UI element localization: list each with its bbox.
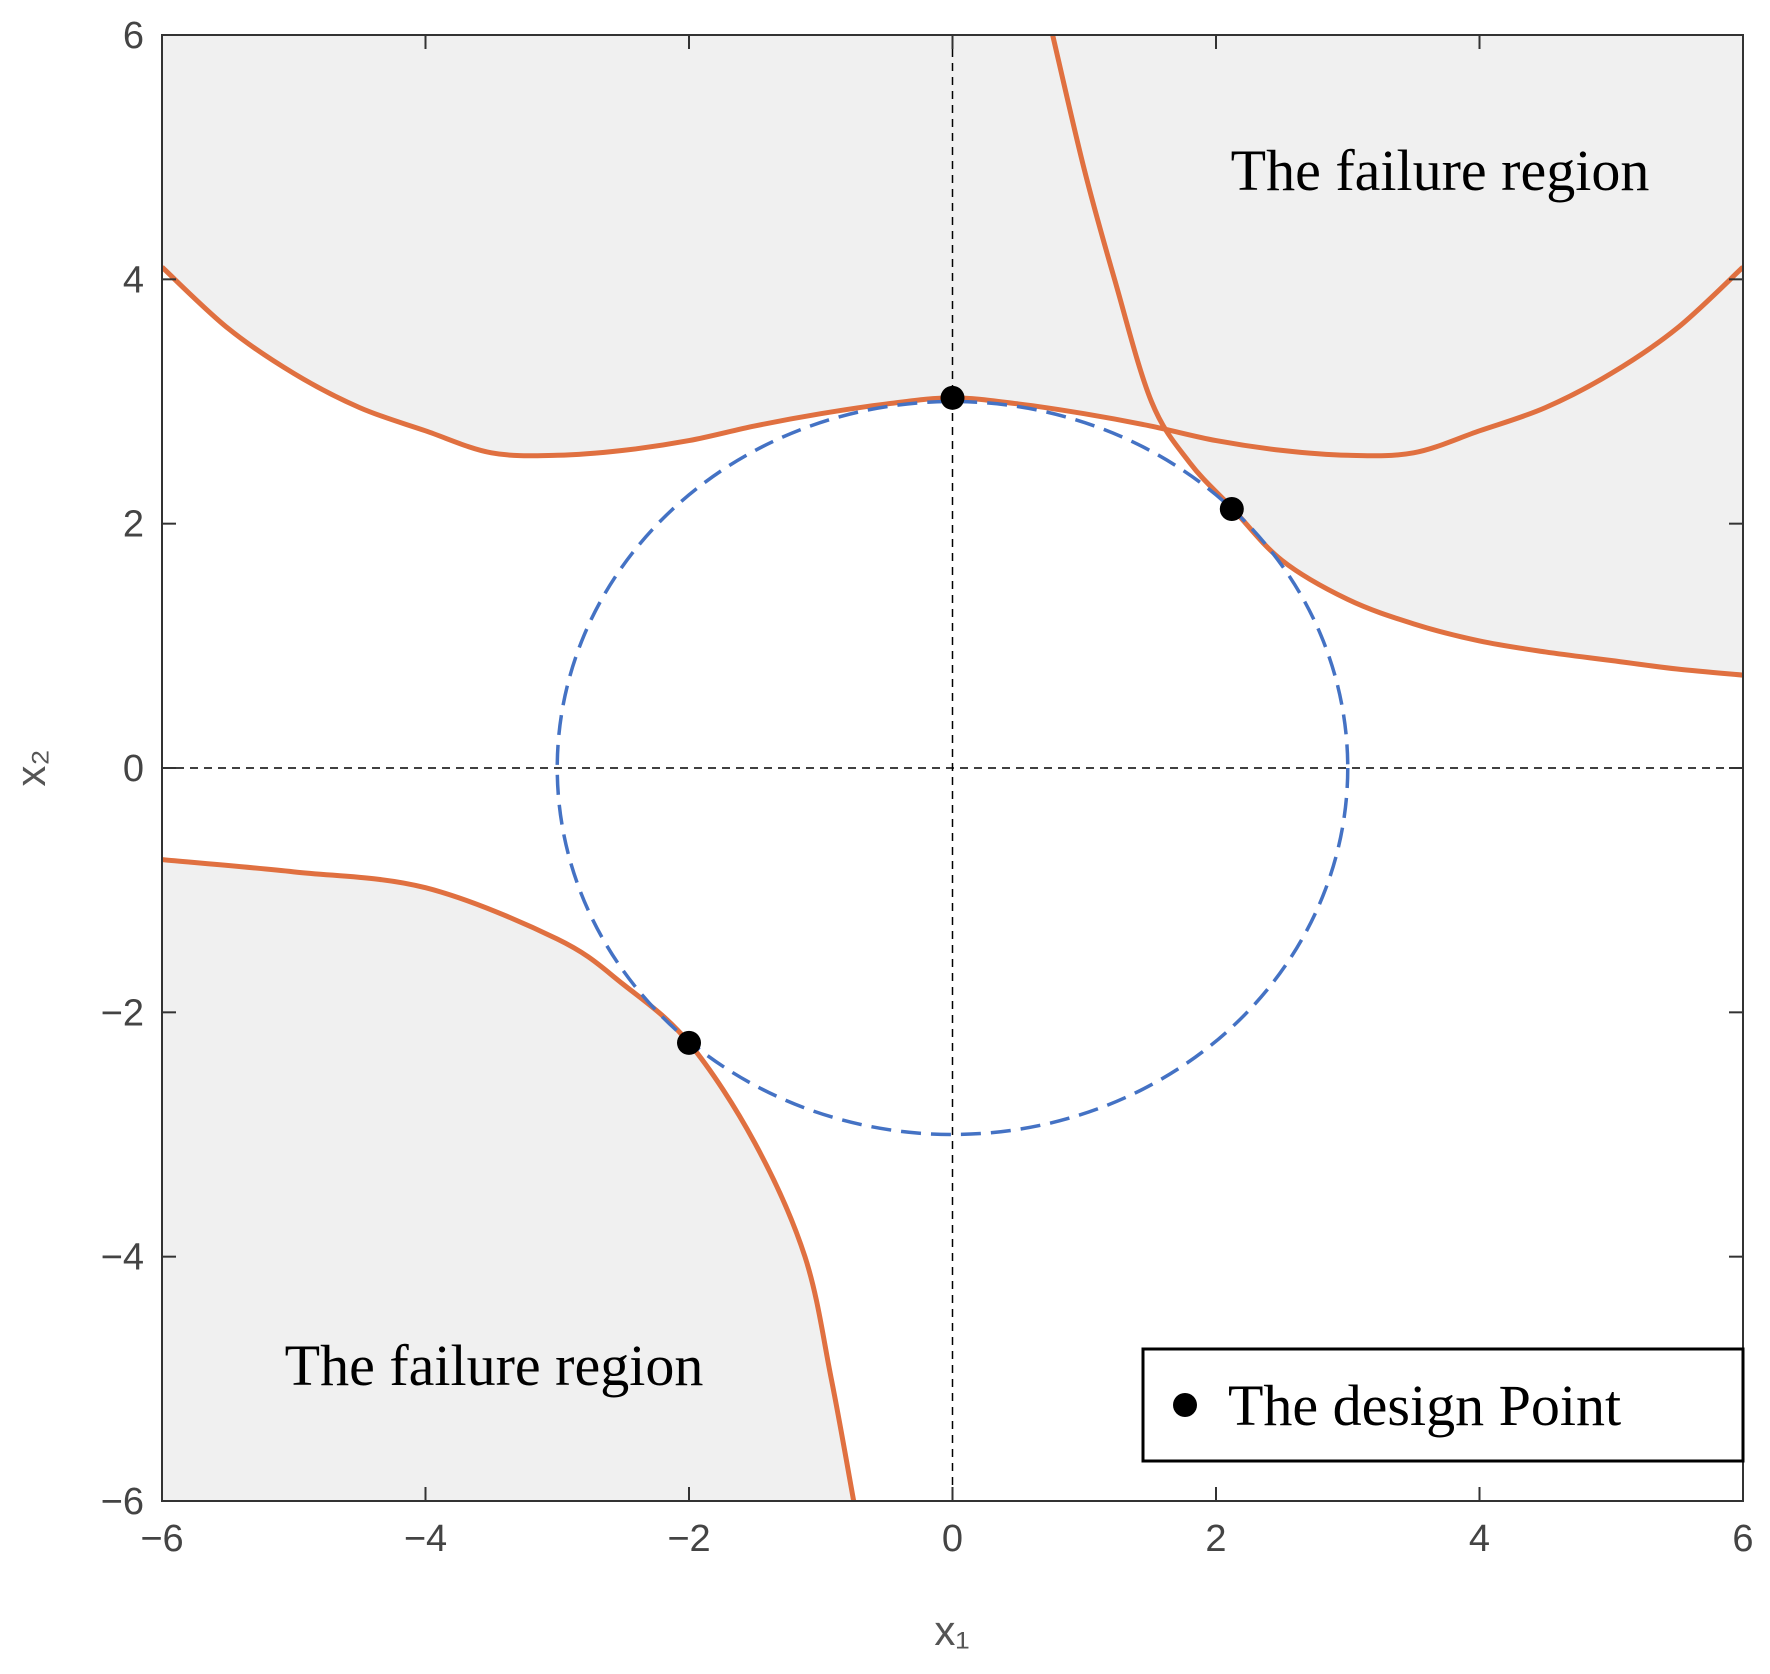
x-tick-label: 2 [1205,1518,1226,1560]
x-tick-label: 6 [1732,1518,1753,1560]
x-axis-label: x₁ [934,1607,969,1654]
design-point [677,1030,701,1055]
limit-state-curve [1050,35,1743,678]
design-point [940,385,965,410]
x-tick-label: 4 [1469,1518,1490,1560]
annotation: The failure region [285,1333,704,1398]
y-tick-label: 4 [123,259,144,301]
legend-label: The design Point [1228,1373,1621,1438]
y-tick-label: −6 [101,1481,144,1523]
reference-lines [162,35,1743,1501]
legend-marker [1173,1393,1197,1417]
design-point [1219,497,1244,522]
x-tick-label: 0 [942,1518,963,1560]
x-tick-label: −2 [667,1518,710,1560]
failure-region-fill [162,859,854,1501]
y-tick-label: −2 [101,992,144,1034]
y-tick-label: 0 [123,748,144,790]
y-tick-label: 2 [123,504,144,546]
x-tick-label: −6 [140,1518,183,1560]
y-tick-label: −4 [101,1237,144,1279]
annotation: The failure region [1231,138,1650,203]
legend-box [1141,1347,1745,1463]
y-tick-label: 6 [123,15,144,57]
x-tick-label: −4 [404,1518,447,1560]
legend: The design Point [1141,1347,1745,1463]
y-axis-label: x₂ [7,749,54,786]
failure-region-fill [1052,35,1743,676]
plot-marks [162,35,1743,1501]
reliability-circle [555,399,1350,1137]
